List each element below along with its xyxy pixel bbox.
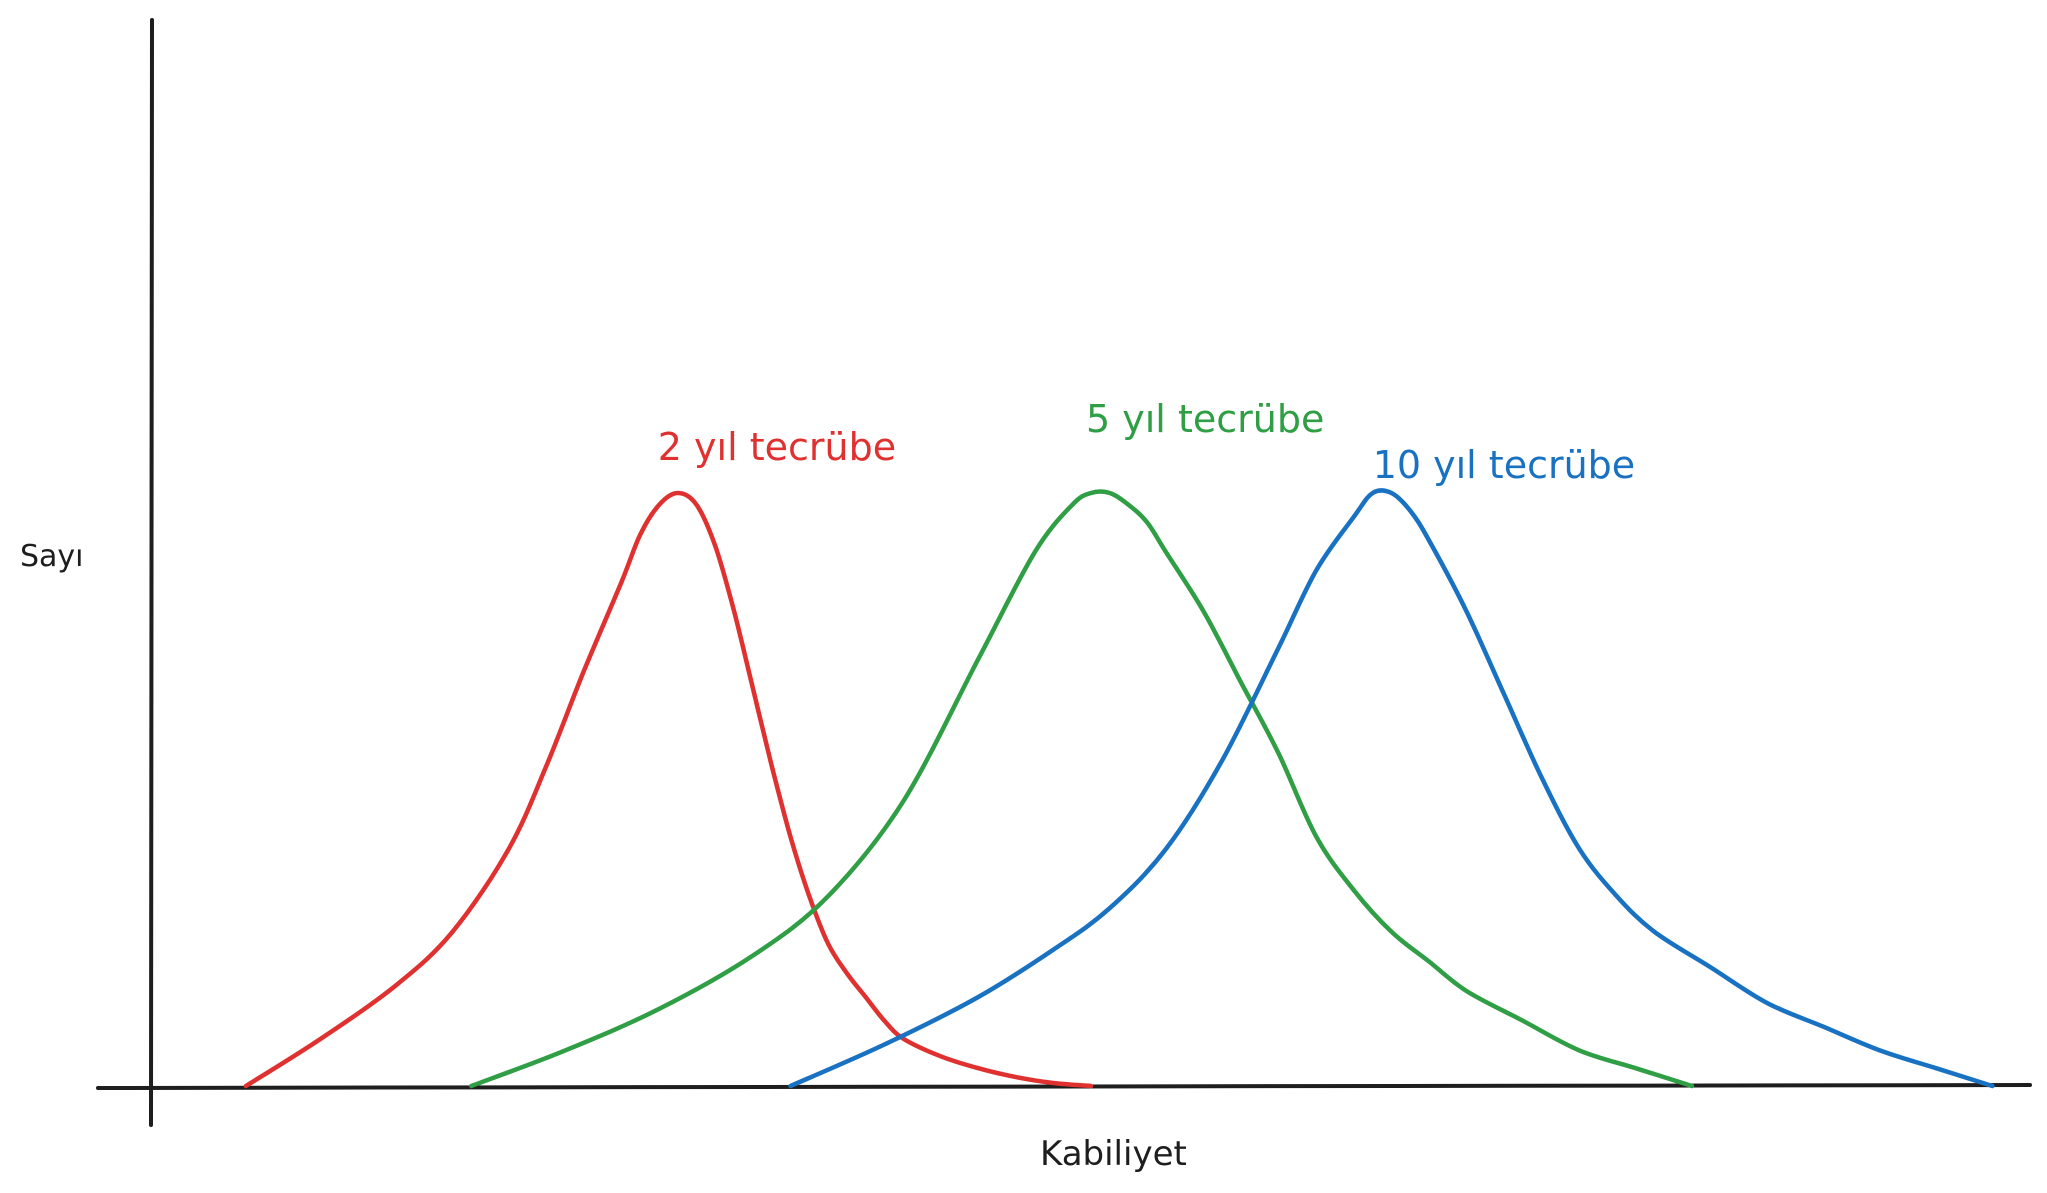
x-axis-label: Kabiliyet xyxy=(1040,1134,1187,1174)
y-axis xyxy=(149,18,154,1127)
series-label-3: 10 yıl tecrübe xyxy=(1373,443,1636,487)
x-axis xyxy=(96,1083,2032,1090)
y-axis-label: Sayı xyxy=(20,539,84,574)
series-label-1: 2 yıl tecrübe xyxy=(658,425,896,469)
series-label-2: 5 yıl tecrübe xyxy=(1086,397,1324,441)
series-line-1 xyxy=(243,490,1094,1089)
series-line-3 xyxy=(788,488,1995,1089)
series-layer: 2 yıl tecrübe 5 yıl tecrübe 10 yıl tecrübe xyxy=(243,397,1995,1089)
series-line-2 xyxy=(469,489,1695,1089)
